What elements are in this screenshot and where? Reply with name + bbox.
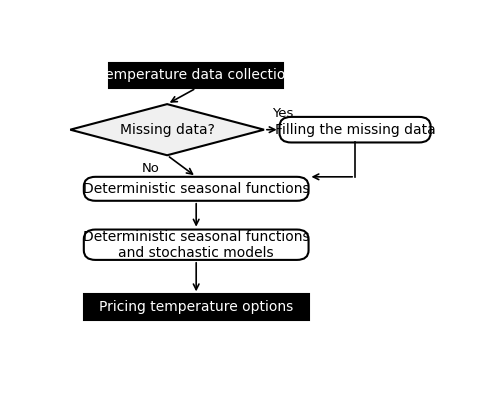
Polygon shape	[70, 104, 264, 155]
Text: Deterministic seasonal functions
and stochastic models: Deterministic seasonal functions and sto…	[83, 229, 310, 260]
Text: Yes: Yes	[272, 107, 293, 120]
Text: Pricing temperature options: Pricing temperature options	[99, 300, 294, 314]
Text: Deterministic seasonal functions: Deterministic seasonal functions	[83, 182, 310, 196]
Text: Missing data?: Missing data?	[120, 123, 214, 137]
Bar	[84, 294, 308, 320]
Text: No: No	[142, 161, 160, 175]
Text: Temperature data collection: Temperature data collection	[98, 68, 294, 82]
FancyBboxPatch shape	[84, 229, 308, 260]
FancyBboxPatch shape	[280, 117, 430, 142]
Text: Filling the missing data: Filling the missing data	[274, 123, 436, 137]
FancyBboxPatch shape	[84, 177, 308, 201]
Bar	[109, 63, 284, 88]
